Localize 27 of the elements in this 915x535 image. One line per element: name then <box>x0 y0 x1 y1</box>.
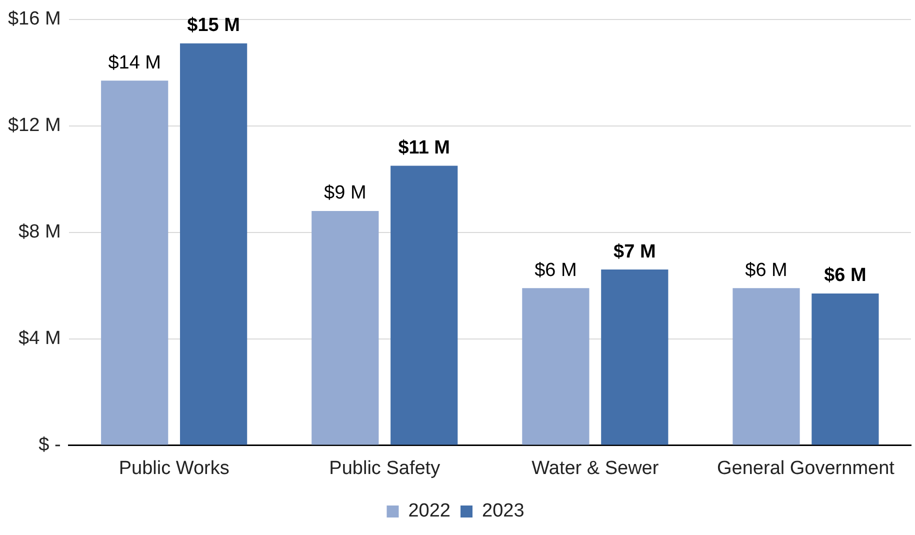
y-tick-label: $ - <box>38 434 61 456</box>
data-label: $6 M <box>824 265 866 286</box>
legend-label: 2023 <box>482 500 524 522</box>
legend-label: 2022 <box>408 500 451 522</box>
bar <box>812 294 879 445</box>
bar <box>312 211 379 445</box>
data-label: $6 M <box>534 260 577 281</box>
x-tick-label: General Government <box>717 458 896 479</box>
bar <box>732 288 800 445</box>
y-tick-label: $16 M <box>8 8 61 30</box>
bar <box>101 80 168 445</box>
x-tick-label: Public Safety <box>329 458 441 479</box>
data-label: $7 M <box>614 241 656 262</box>
bar <box>601 270 668 445</box>
data-label: $11 M <box>398 138 450 159</box>
y-tick-label: $8 M <box>18 222 61 243</box>
data-label: $9 M <box>324 182 366 204</box>
bar <box>180 43 248 445</box>
y-tick-label: $4 M <box>18 328 61 349</box>
x-tick-label: Water & Sewer <box>532 458 660 479</box>
y-tick-label: $12 M <box>8 115 61 136</box>
data-label: $14 M <box>108 52 162 74</box>
x-tick-label: Public Works <box>118 458 230 479</box>
bar <box>390 166 458 445</box>
bar <box>522 288 590 445</box>
data-label: $15 M <box>187 15 240 36</box>
data-label: $6 M <box>745 260 788 281</box>
